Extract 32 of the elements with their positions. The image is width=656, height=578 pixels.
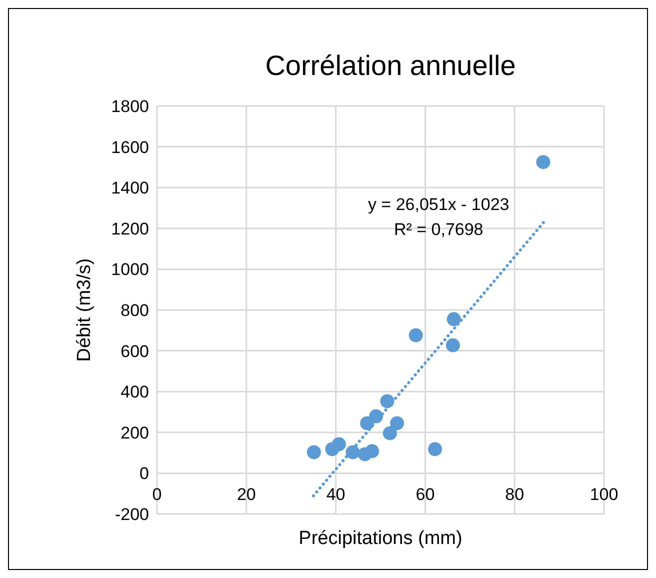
y-tick-label: 1600	[111, 138, 149, 157]
y-axis-title: Débit (m3/s)	[74, 258, 95, 362]
x-tick-label: 40	[326, 485, 346, 504]
point	[382, 426, 397, 440]
point	[332, 437, 346, 452]
x-tick-label: 0	[152, 485, 162, 504]
point	[365, 444, 380, 458]
point	[408, 328, 423, 342]
y-tick-label: -200	[114, 504, 149, 524]
point	[446, 312, 461, 326]
y-tick-label: 1800	[111, 96, 149, 116]
y-tick-label: 600	[120, 342, 149, 361]
y-tick-label: 1200	[111, 219, 149, 238]
annotation: y = 26,051x - 1023	[368, 195, 510, 214]
annotation: R² = 0,7698	[394, 220, 484, 240]
point	[428, 442, 442, 456]
point	[446, 338, 460, 352]
x-axis-title: Précipitations (mm)	[298, 528, 462, 549]
chart-title: Corrélation annuelle	[265, 50, 516, 81]
x-tick-label: 100	[590, 485, 618, 504]
x-tick-label: 60	[416, 485, 435, 504]
y-tick-label: 200	[120, 423, 149, 442]
y-tick-label: 400	[120, 382, 149, 402]
y-tick-label: 1400	[111, 178, 149, 198]
x-tick-label: 20	[236, 485, 256, 504]
point	[306, 445, 321, 460]
x-tick-label: 80	[505, 485, 524, 504]
y-tick-label: 800	[120, 300, 149, 320]
point	[536, 155, 550, 170]
y-tick-label: 1000	[111, 260, 149, 280]
point	[390, 416, 404, 430]
y-tick-label: 0	[140, 464, 149, 484]
